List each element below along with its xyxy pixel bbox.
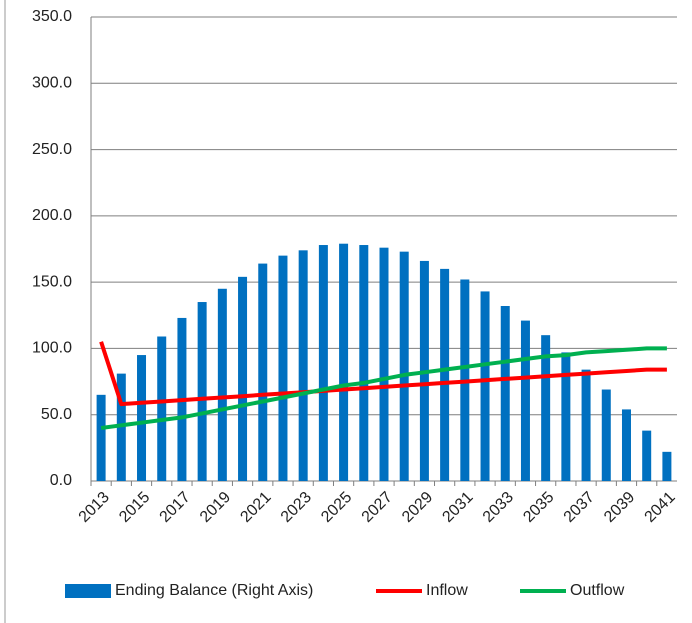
legend-label: Outflow	[570, 582, 625, 599]
bar	[480, 291, 490, 481]
y-tick-label: 250.0	[32, 141, 72, 158]
bar	[157, 336, 167, 481]
x-tick-label: 2041	[642, 489, 679, 526]
x-tick-label: 2013	[76, 489, 113, 526]
bar	[500, 306, 510, 481]
bar	[399, 251, 409, 481]
bar	[359, 245, 369, 481]
bar	[298, 250, 308, 481]
x-tick-label: 2023	[278, 489, 315, 526]
legend-swatch	[65, 584, 111, 598]
y-tick-label: 300.0	[32, 75, 72, 92]
x-tick-label: 2037	[561, 489, 598, 526]
bar	[642, 430, 652, 481]
y-tick-label: 50.0	[41, 406, 72, 423]
x-tick-label: 2033	[480, 489, 517, 526]
bar	[318, 245, 328, 481]
bar	[541, 335, 551, 481]
bar	[258, 263, 268, 481]
line	[99, 341, 667, 407]
x-tick-label: 2019	[197, 489, 234, 526]
x-tick-label: 2029	[399, 489, 436, 526]
bar	[520, 320, 530, 481]
legend-label: Inflow	[426, 582, 468, 599]
bar	[581, 369, 591, 481]
x-tick-label: 2025	[318, 489, 355, 526]
bar	[217, 288, 227, 481]
bar	[621, 409, 631, 481]
bar	[96, 394, 106, 481]
x-tick-label: 2031	[439, 489, 476, 526]
bar	[379, 247, 389, 481]
x-tick-label: 2039	[601, 489, 638, 526]
bar	[339, 243, 349, 481]
bar	[440, 268, 450, 481]
bar	[561, 352, 571, 481]
bar	[278, 255, 288, 481]
bar	[662, 451, 672, 481]
bar	[197, 302, 207, 481]
y-tick-label: 0.0	[50, 472, 72, 489]
bar	[238, 276, 248, 481]
bar	[137, 355, 147, 481]
x-tick-label: 2015	[116, 489, 153, 526]
y-tick-label: 350.0	[32, 8, 72, 25]
x-tick-label: 2021	[237, 489, 274, 526]
x-tick-label: 2017	[157, 489, 194, 526]
legend-label: Ending Balance (Right Axis)	[115, 582, 313, 599]
x-tick-label: 2027	[359, 489, 396, 526]
y-tick-label: 200.0	[32, 207, 72, 224]
line	[100, 346, 667, 430]
y-tick-label: 100.0	[32, 340, 72, 357]
y-tick-label: 150.0	[32, 273, 72, 290]
bar	[601, 389, 611, 481]
x-tick-label: 2035	[520, 489, 557, 526]
